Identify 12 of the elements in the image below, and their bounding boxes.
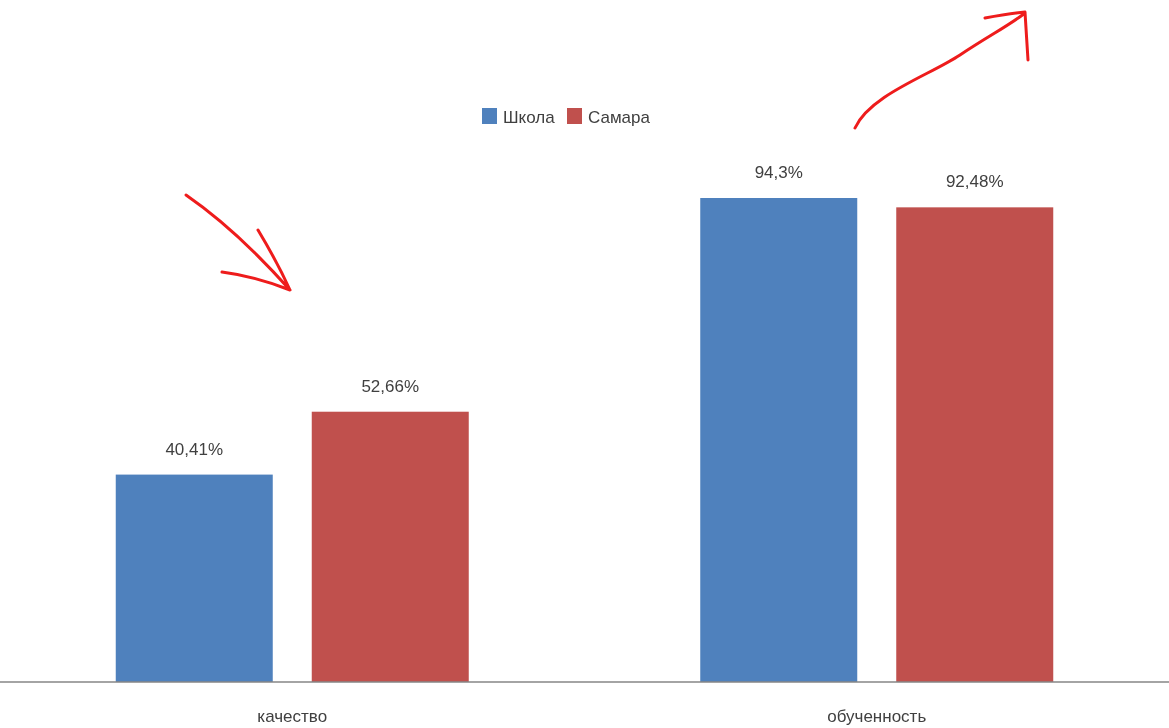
bar (700, 198, 858, 682)
bar (896, 207, 1054, 682)
legend-label: Самара (588, 108, 651, 127)
data-label: 92,48% (945, 172, 1004, 192)
legend-label: Школа (503, 108, 556, 127)
x-tick-label: качество (257, 707, 328, 726)
data-label: 40,41% (165, 439, 224, 459)
data-label: 52,66% (361, 376, 420, 396)
x-tick-label: обученность (827, 707, 927, 726)
bar (311, 411, 469, 682)
data-label: 94,3% (754, 163, 803, 182)
bar (115, 474, 273, 682)
